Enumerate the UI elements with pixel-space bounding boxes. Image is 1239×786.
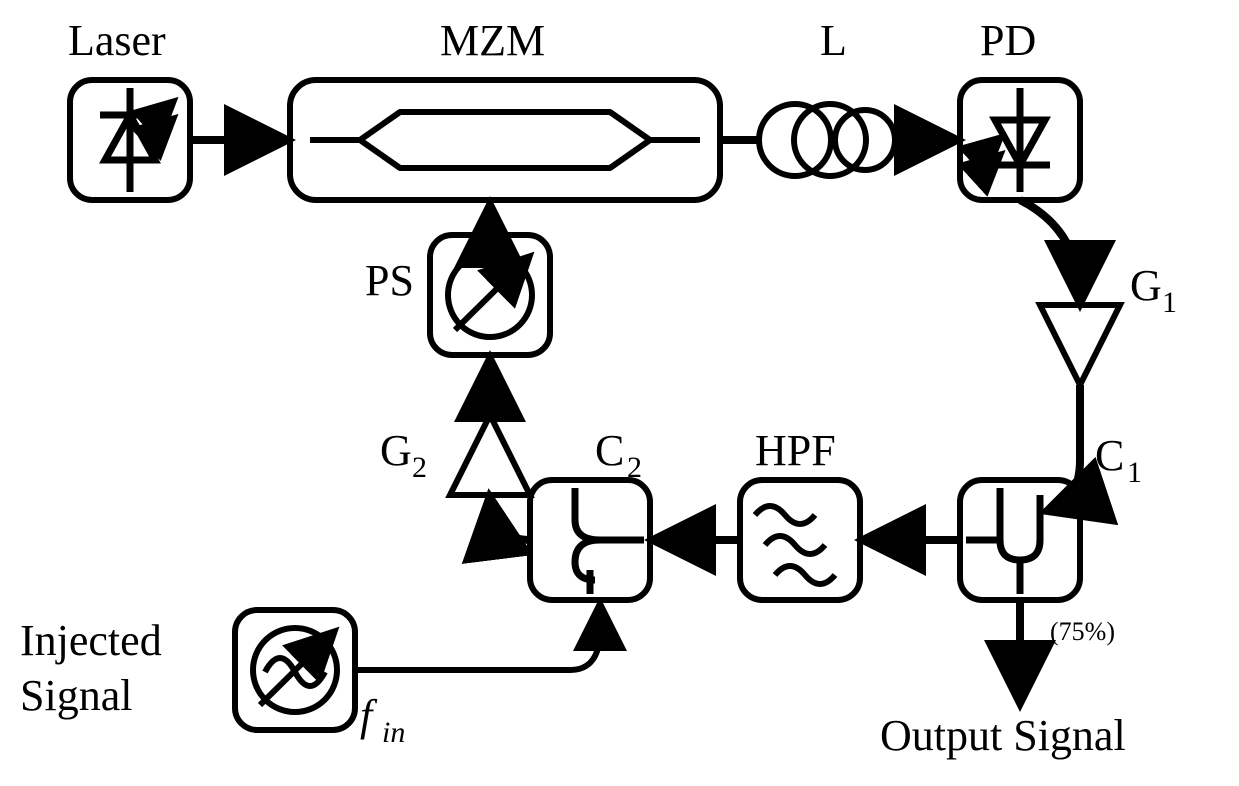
- g1-label: G: [1130, 261, 1162, 310]
- arrow-src-c2: [355, 606, 600, 670]
- laser-block: [70, 80, 190, 200]
- c1-label: C: [1095, 431, 1124, 480]
- coil-label: L: [820, 16, 847, 65]
- injected-label-2: Signal: [20, 671, 132, 720]
- arrow-c2-g2: [490, 500, 530, 540]
- g2-label: G: [380, 426, 412, 475]
- injected-label-1: Injected: [20, 616, 162, 665]
- arrow-pd-g1: [1020, 200, 1080, 300]
- output-label: Output Signal: [880, 711, 1126, 760]
- injected-source: [235, 610, 355, 730]
- laser-label: Laser: [68, 16, 166, 65]
- c2-label: C: [595, 426, 624, 475]
- fin-sub: in: [382, 716, 405, 749]
- amp-g2: [450, 415, 530, 495]
- ps-block: [430, 235, 550, 355]
- output-pct: (75%): [1050, 617, 1115, 646]
- fiber-coil: [759, 104, 895, 176]
- amp-g1: [1040, 305, 1120, 385]
- pd-label: PD: [980, 16, 1036, 65]
- g2-sub: 2: [412, 451, 427, 484]
- mzm-block: [290, 80, 720, 200]
- mzm-label: MZM: [440, 16, 545, 65]
- hpf-label: HPF: [755, 426, 836, 475]
- c1-sub: 1: [1127, 456, 1142, 489]
- coupler-c1: [960, 480, 1080, 600]
- g1-sub: 1: [1162, 286, 1177, 319]
- coupler-c2: [530, 480, 650, 600]
- ps-label: PS: [365, 256, 414, 305]
- pd-block: [960, 80, 1080, 200]
- fin-f: f: [360, 691, 378, 740]
- c2-sub: 2: [627, 451, 642, 484]
- hpf-block: [740, 480, 860, 600]
